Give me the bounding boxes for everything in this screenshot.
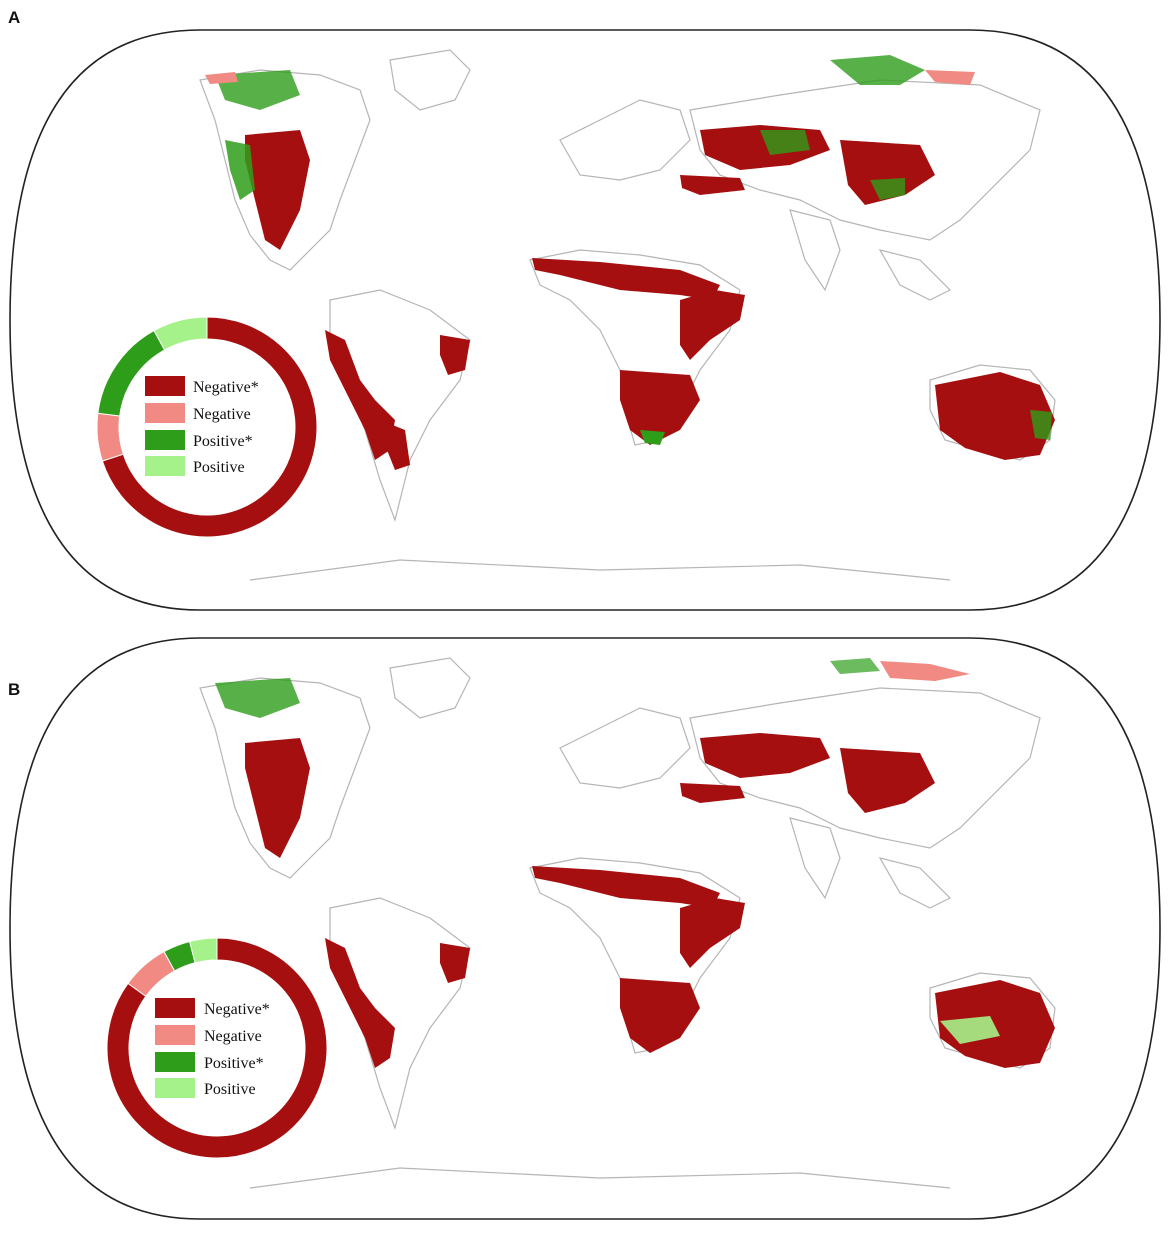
legend-swatch-negative-sig bbox=[155, 998, 195, 1018]
legend-swatch-positive bbox=[155, 1078, 195, 1098]
world-map-a: Negative* Negative Positive* Positive bbox=[9, 29, 1161, 611]
trend-regions bbox=[205, 55, 1055, 470]
ring-segment bbox=[96, 412, 124, 462]
trend-regions bbox=[215, 658, 1055, 1068]
map-panel-a: A bbox=[0, 0, 1170, 616]
legend-swatch-positive-sig bbox=[145, 430, 185, 450]
legend-label: Positive bbox=[193, 459, 245, 476]
world-map-b: Negative* Negative Positive* Positive bbox=[9, 637, 1161, 1220]
legend: Negative* Negative Positive* Positive bbox=[145, 376, 259, 476]
legend-ring bbox=[96, 316, 318, 538]
legend-label: Negative* bbox=[204, 1001, 270, 1018]
legend: Negative* Negative Positive* Positive bbox=[155, 998, 270, 1098]
legend-label: Positive* bbox=[204, 1055, 264, 1072]
panel-label: A bbox=[8, 8, 21, 27]
ring-segment bbox=[153, 316, 208, 351]
legend-swatch-positive bbox=[145, 456, 185, 476]
map-frame bbox=[9, 637, 1161, 1220]
map-panel-b: B bbox=[0, 616, 1170, 1233]
ring-segment bbox=[106, 937, 328, 1159]
legend-label: Negative bbox=[204, 1028, 262, 1045]
ring-segment bbox=[101, 316, 318, 538]
legend-label: Positive bbox=[204, 1081, 256, 1098]
coastlines bbox=[199, 657, 1056, 1189]
legend-swatch-negative bbox=[145, 403, 185, 423]
coastlines bbox=[199, 49, 1056, 581]
panel-label: B bbox=[8, 680, 21, 699]
legend-label: Negative bbox=[193, 406, 251, 423]
map-frame bbox=[9, 29, 1161, 611]
legend-swatch-negative-sig bbox=[145, 376, 185, 396]
legend-label: Negative* bbox=[193, 379, 259, 396]
legend-swatch-negative bbox=[155, 1025, 195, 1045]
ring-segment bbox=[189, 937, 218, 964]
legend-ring bbox=[106, 937, 328, 1159]
legend-swatch-positive-sig bbox=[155, 1052, 195, 1072]
legend-label: Positive* bbox=[193, 433, 253, 450]
